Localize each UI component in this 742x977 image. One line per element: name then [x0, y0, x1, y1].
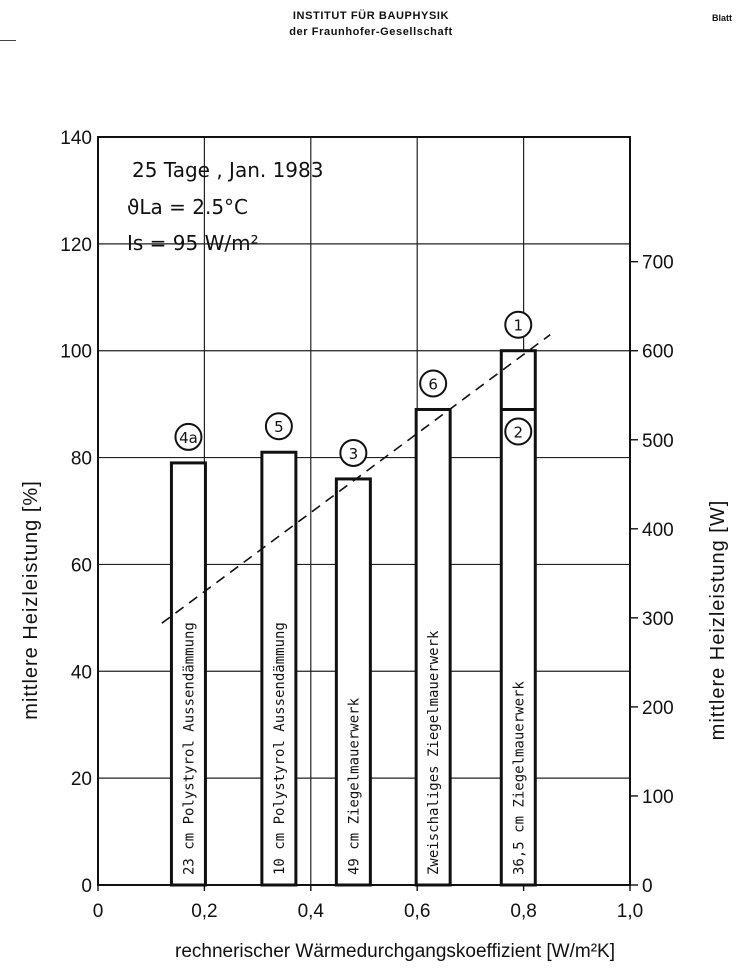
y-tick-left-label: 140 — [60, 128, 92, 149]
bar-5 — [260, 450, 298, 887]
bar-marker-circle-5 — [264, 412, 293, 441]
bar-marker-circle-4a — [174, 422, 203, 451]
y-tick-left-label: 120 — [60, 235, 92, 256]
sheet-label: Blatt — [712, 13, 732, 23]
y-tick-left-label: 60 — [71, 555, 92, 576]
trend-line — [161, 334, 551, 624]
y-tick-right-label: 500 — [642, 431, 674, 452]
marker-number-2: 2 — [514, 423, 524, 441]
y-tick-left-label: 20 — [71, 769, 92, 790]
document-header: INSTITUT FÜR BAUPHYSIK der Fraunhofer-Ge… — [0, 8, 742, 40]
institute-subtitle: der Fraunhofer-Gesellschaft — [289, 26, 453, 38]
x-tick-label: 1,0 — [617, 901, 643, 922]
bar-marker-circle-1 — [504, 310, 533, 339]
bar-4a — [169, 461, 207, 887]
bar-marker-circle-6 — [419, 369, 448, 398]
institute-name: INSTITUT FÜR BAUPHYSIK — [292, 10, 450, 22]
y-tick-right-label: 600 — [642, 342, 674, 363]
y-tick-right-label: 100 — [642, 787, 674, 808]
marker-circle-2 — [504, 417, 533, 446]
y-tick-right-label: 700 — [642, 253, 674, 274]
x-tick-label: 0,8 — [510, 901, 536, 922]
x-tick-label: 0 — [93, 901, 104, 922]
trend-line-dashed — [161, 334, 551, 624]
bar-marker-number-5: 5 — [274, 418, 284, 436]
bar-label-1: 36,5 cm Ziegelmauerwerk — [511, 681, 527, 875]
annotation-period: 25 Tage , Jan. 1983 — [132, 158, 323, 182]
bar-label-5: 10 cm Polystyrol Aussendämmung — [272, 622, 288, 875]
bar-label-4a: 23 cm Polystyrol Aussendämmung — [181, 622, 197, 875]
bar-6 — [414, 407, 452, 887]
y-tick-right-label: 300 — [642, 609, 674, 630]
y-tick-right-label: 200 — [642, 698, 674, 719]
bars: 23 cm Polystyrol Aussendämmung 4a 10 cm Po… — [169, 310, 537, 887]
x-tick-label: 0,6 — [404, 901, 430, 922]
y-axis-label-right: mittlere Heizleistung [W] — [707, 500, 729, 741]
annotation-temperature: ϑLa = 2.5°C — [127, 195, 248, 219]
y-tick-left-label: 100 — [60, 342, 92, 363]
y-tick-right-label: 0 — [642, 876, 653, 897]
x-axis-label: rechnerischer Wärmedurchgangskoeffizient… — [175, 941, 615, 962]
y-tick-left-label: 80 — [71, 449, 92, 470]
bar-label-3: 49 cm Ziegelmauerwerk — [346, 697, 362, 875]
x-tick-label: 0,4 — [298, 901, 325, 922]
y-tick-left-label: 40 — [71, 662, 92, 683]
bar-marker-circle-3 — [339, 438, 368, 467]
x-tick-label: 0,2 — [191, 901, 217, 922]
bar-marker-number-6: 6 — [428, 375, 438, 393]
y-axis-label-left: mittlere Heizleistung [%] — [20, 480, 42, 720]
y-tick-left-label: 0 — [81, 876, 92, 897]
bar-marker-number-1: 1 — [514, 317, 524, 335]
margin-rule — [0, 40, 16, 41]
bar-marker-number-4a: 4a — [179, 429, 198, 447]
bar-marker-number-3: 3 — [349, 445, 359, 463]
bar-label-6: Zweischaliges Ziegelmauerwerk — [426, 630, 442, 875]
annotation-irradiance: Is = 95 W/m² — [127, 231, 259, 255]
y-tick-right-label: 400 — [642, 520, 674, 541]
bar-3 — [334, 477, 372, 887]
